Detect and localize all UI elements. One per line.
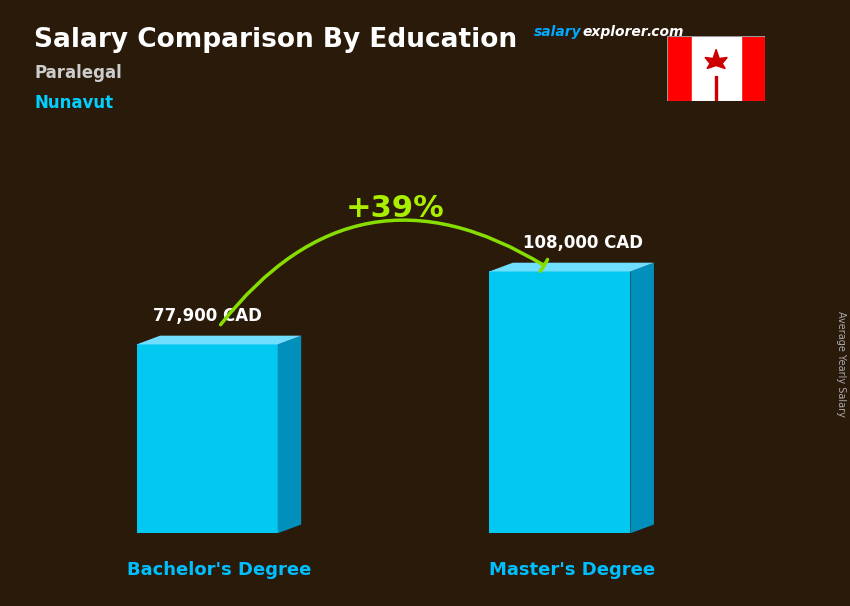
Bar — [692, 36, 740, 101]
Text: 77,900 CAD: 77,900 CAD — [153, 307, 262, 325]
Polygon shape — [278, 336, 301, 533]
Text: salary: salary — [534, 25, 581, 39]
Text: Nunavut: Nunavut — [34, 94, 113, 112]
Text: .com: .com — [646, 25, 683, 39]
Polygon shape — [137, 344, 278, 533]
Text: explorer: explorer — [582, 25, 648, 39]
Bar — [667, 36, 692, 101]
Text: +39%: +39% — [346, 194, 445, 223]
Polygon shape — [137, 336, 301, 344]
Bar — [740, 36, 765, 101]
Polygon shape — [715, 76, 717, 101]
Text: Bachelor's Degree: Bachelor's Degree — [127, 561, 311, 579]
Text: Paralegal: Paralegal — [34, 64, 122, 82]
Polygon shape — [705, 49, 728, 68]
Polygon shape — [490, 271, 631, 533]
Polygon shape — [490, 263, 654, 271]
Text: 108,000 CAD: 108,000 CAD — [524, 234, 643, 252]
Text: Salary Comparison By Education: Salary Comparison By Education — [34, 27, 517, 53]
Text: Average Yearly Salary: Average Yearly Salary — [836, 311, 846, 416]
Text: Master's Degree: Master's Degree — [489, 561, 654, 579]
Polygon shape — [631, 263, 654, 533]
